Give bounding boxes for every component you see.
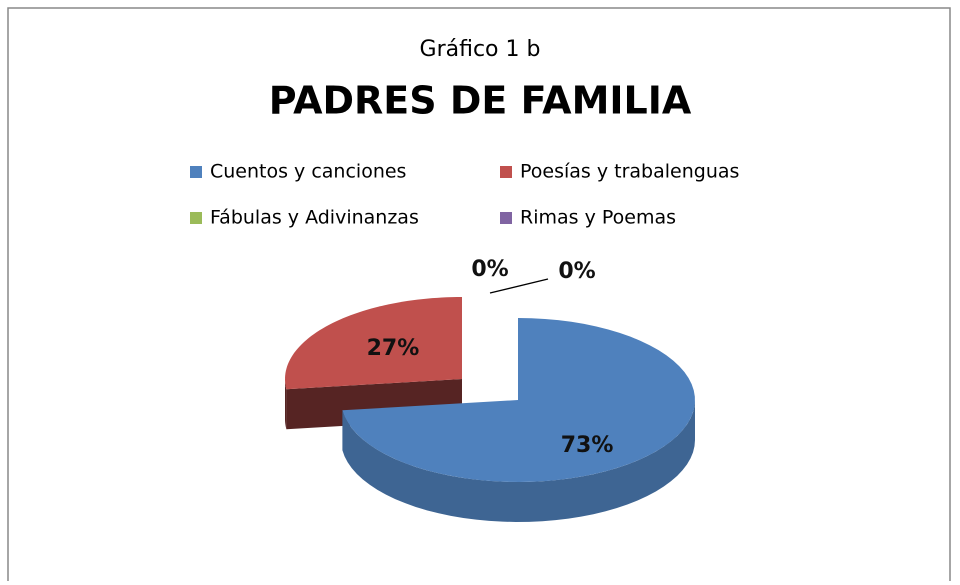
slice-side bbox=[285, 379, 287, 430]
legend-swatch bbox=[190, 212, 202, 224]
chart-subtitle: PADRES DE FAMILIA bbox=[269, 79, 692, 123]
legend-label: Poesías y trabalenguas bbox=[520, 161, 739, 183]
legend-label: Fábulas y Adivinanzas bbox=[210, 207, 419, 229]
chart-title: Gráfico 1 b bbox=[420, 37, 541, 62]
data-label: 73% bbox=[561, 433, 614, 458]
legend-swatch bbox=[500, 166, 512, 178]
leader-line bbox=[489, 278, 549, 294]
legend-swatch bbox=[190, 166, 202, 178]
data-label: 27% bbox=[367, 336, 420, 361]
legend-label: Cuentos y canciones bbox=[210, 161, 406, 183]
data-label: 0% bbox=[558, 259, 595, 284]
data-label: 0% bbox=[471, 257, 508, 282]
legend-swatch bbox=[500, 212, 512, 224]
pie-slice bbox=[342, 318, 695, 522]
slice-top bbox=[285, 297, 462, 390]
slice-top bbox=[342, 318, 695, 482]
slice-side bbox=[342, 400, 695, 522]
legend-label: Rimas y Poemas bbox=[520, 207, 676, 229]
